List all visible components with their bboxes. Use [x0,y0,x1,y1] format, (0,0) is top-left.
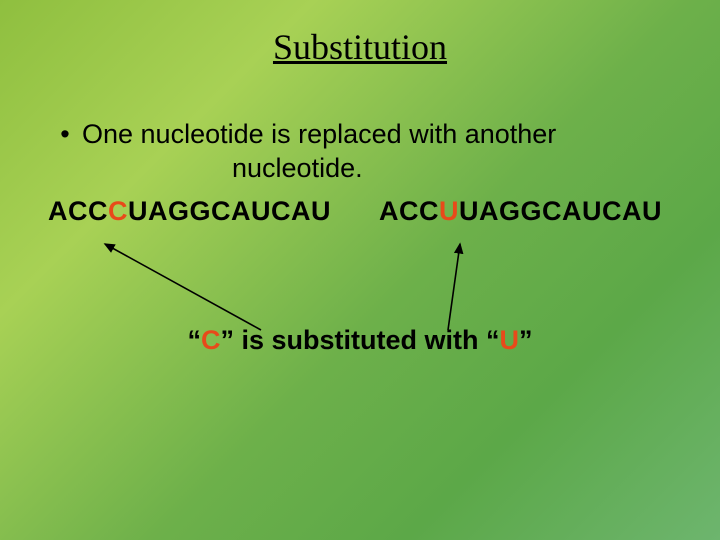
caption-u: U [500,325,520,355]
seq-right-highlight: U [439,196,459,226]
caption-q1: “ [187,325,201,355]
caption: “C” is substituted with “U” [48,325,672,356]
slide-content: • One nucleotide is replaced with anothe… [0,68,720,356]
bullet-marker: • [48,118,82,152]
bullet-text: One nucleotide is replaced with another … [82,118,672,186]
caption-mid: ” is substituted with “ [220,325,499,355]
sequence-mutated: ACCUUAGGCAUCAU [379,196,662,227]
bullet-line2: nucleotide. [82,152,672,186]
seq-right-post: UAGGCAUCAU [459,196,662,226]
seq-right-pre: ACC [379,196,439,226]
seq-left-pre: ACC [48,196,108,226]
bullet-line1: One nucleotide is replaced with another [82,119,556,149]
sequence-original: ACCCUAGGCAUCAU [48,196,331,227]
sequence-row: ACCCUAGGCAUCAU ACCUUAGGCAUCAU [48,196,672,227]
caption-q2: ” [519,325,533,355]
slide-title: Substitution [0,0,720,68]
seq-left-highlight: C [108,196,128,226]
bullet-item: • One nucleotide is replaced with anothe… [48,118,672,186]
caption-c: C [201,325,221,355]
seq-left-post: UAGGCAUCAU [128,196,331,226]
